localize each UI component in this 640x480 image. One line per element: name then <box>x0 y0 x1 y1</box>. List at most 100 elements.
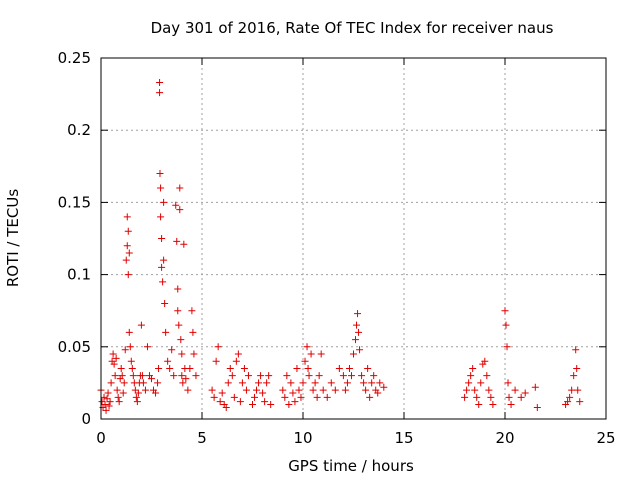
data-point <box>111 372 119 380</box>
data-point <box>345 364 353 372</box>
data-point <box>511 386 519 394</box>
data-point <box>242 386 250 394</box>
data-point <box>107 379 115 387</box>
data-point <box>156 79 164 87</box>
data-point <box>354 310 362 318</box>
data-point <box>283 372 291 380</box>
data-point <box>162 328 170 336</box>
data-point <box>313 393 321 401</box>
data-point <box>178 350 186 358</box>
data-point <box>244 372 252 380</box>
data-point <box>115 398 123 406</box>
data-point <box>174 307 182 315</box>
data-point <box>289 389 297 397</box>
data-point <box>121 346 129 354</box>
data-point <box>125 249 133 257</box>
data-point <box>507 401 515 409</box>
data-point <box>503 343 511 351</box>
data-point <box>110 360 118 368</box>
data-point <box>184 386 192 394</box>
plot-frame <box>100 57 607 420</box>
data-point <box>230 393 238 401</box>
data-point <box>109 350 117 358</box>
data-point <box>143 343 151 351</box>
data-point <box>517 393 525 401</box>
data-point <box>366 393 374 401</box>
axis-ticks: 0 5 10 15 20 25 0 0.05 0.1 0.15 0.2 0.25 <box>58 49 616 447</box>
y-tick-label: 0.1 <box>67 266 91 284</box>
x-tick-label: 10 <box>293 429 312 447</box>
data-point <box>347 372 355 380</box>
data-point <box>226 364 234 372</box>
y-axis-label: ROTI / TECUs <box>4 189 22 287</box>
data-point <box>155 364 163 372</box>
data-point <box>131 386 139 394</box>
data-point <box>304 364 312 372</box>
data-point <box>161 299 169 307</box>
data-point <box>297 393 305 401</box>
data-point <box>192 372 200 380</box>
data-point <box>127 357 135 365</box>
data-point <box>327 379 335 387</box>
data-point <box>281 393 289 401</box>
data-point <box>177 336 185 344</box>
data-point <box>352 336 360 344</box>
data-point <box>148 375 155 383</box>
data-point <box>240 364 248 372</box>
data-point <box>128 364 136 372</box>
data-point <box>502 321 510 329</box>
data-point <box>376 379 384 387</box>
data-point <box>255 379 263 387</box>
data-point <box>210 393 218 401</box>
data-point <box>251 393 259 401</box>
data-point <box>355 328 363 336</box>
data-point <box>570 372 578 380</box>
data-point <box>170 372 178 380</box>
data-point <box>103 395 111 403</box>
data-point <box>249 401 256 409</box>
data-point <box>208 386 216 394</box>
x-tick-label: 15 <box>394 429 413 447</box>
data-point <box>186 364 194 372</box>
data-point <box>172 201 180 209</box>
data-point <box>521 389 529 397</box>
data-point <box>279 386 287 394</box>
data-point <box>485 386 493 394</box>
data-point <box>576 398 584 406</box>
x-tick-label: 20 <box>495 429 514 447</box>
data-point <box>341 386 349 394</box>
data-point <box>137 321 145 329</box>
data-point <box>335 364 343 372</box>
data-point <box>138 372 146 380</box>
data-point <box>287 379 295 387</box>
data-point <box>263 379 271 387</box>
x-axis-label: GPS time / hours <box>288 457 414 475</box>
data-point <box>104 389 112 397</box>
data-point <box>156 89 164 97</box>
data-point <box>362 386 370 394</box>
data-point <box>166 364 174 372</box>
data-point <box>356 346 364 354</box>
grid <box>101 58 606 419</box>
data-point <box>311 379 319 387</box>
data-point <box>164 357 172 365</box>
data-point <box>564 398 572 406</box>
data-point <box>305 372 313 380</box>
y-tick-label: 0.15 <box>58 193 91 211</box>
y-tick-label: 0.25 <box>58 49 91 67</box>
data-point <box>331 386 339 394</box>
data-point <box>299 379 307 387</box>
data-point <box>125 328 133 336</box>
data-point <box>568 386 576 394</box>
data-point <box>380 383 388 391</box>
data-point <box>461 393 469 401</box>
data-point <box>505 393 513 401</box>
data-point <box>228 372 236 380</box>
data-point <box>154 379 162 387</box>
data-point <box>477 379 485 387</box>
data-point <box>160 256 168 264</box>
data-point <box>463 386 471 394</box>
data-point <box>218 389 226 397</box>
